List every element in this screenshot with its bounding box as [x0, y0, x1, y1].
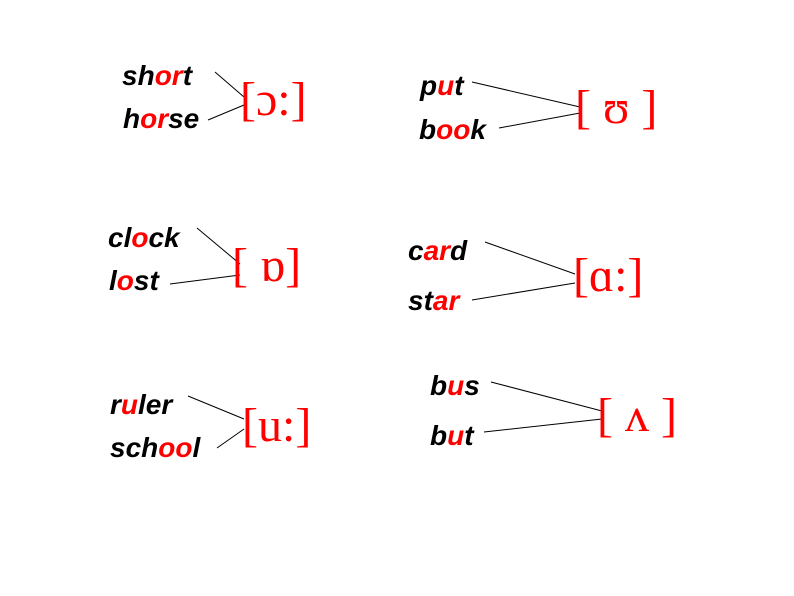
phonetic-symbol: [ ɒ]	[232, 238, 301, 293]
word: clock	[108, 222, 180, 254]
word: short	[122, 60, 192, 92]
phonetic-symbol: [ ʌ ]	[597, 388, 677, 443]
phonetic-symbol: [ɑ:]	[573, 248, 643, 303]
word: put	[420, 70, 464, 102]
phonetic-symbol: [u:]	[242, 398, 311, 453]
word: but	[430, 420, 474, 452]
word: ruler	[110, 389, 172, 421]
word: bus	[430, 370, 480, 402]
word: horse	[123, 103, 199, 135]
word: lost	[109, 265, 159, 297]
word: star	[408, 285, 459, 317]
phonetic-symbol: [ɔ:]	[240, 72, 307, 127]
phonetic-symbol: [ ʊ ]	[575, 80, 657, 135]
word: school	[110, 432, 200, 464]
word: book	[419, 114, 486, 146]
word: card	[408, 235, 467, 267]
